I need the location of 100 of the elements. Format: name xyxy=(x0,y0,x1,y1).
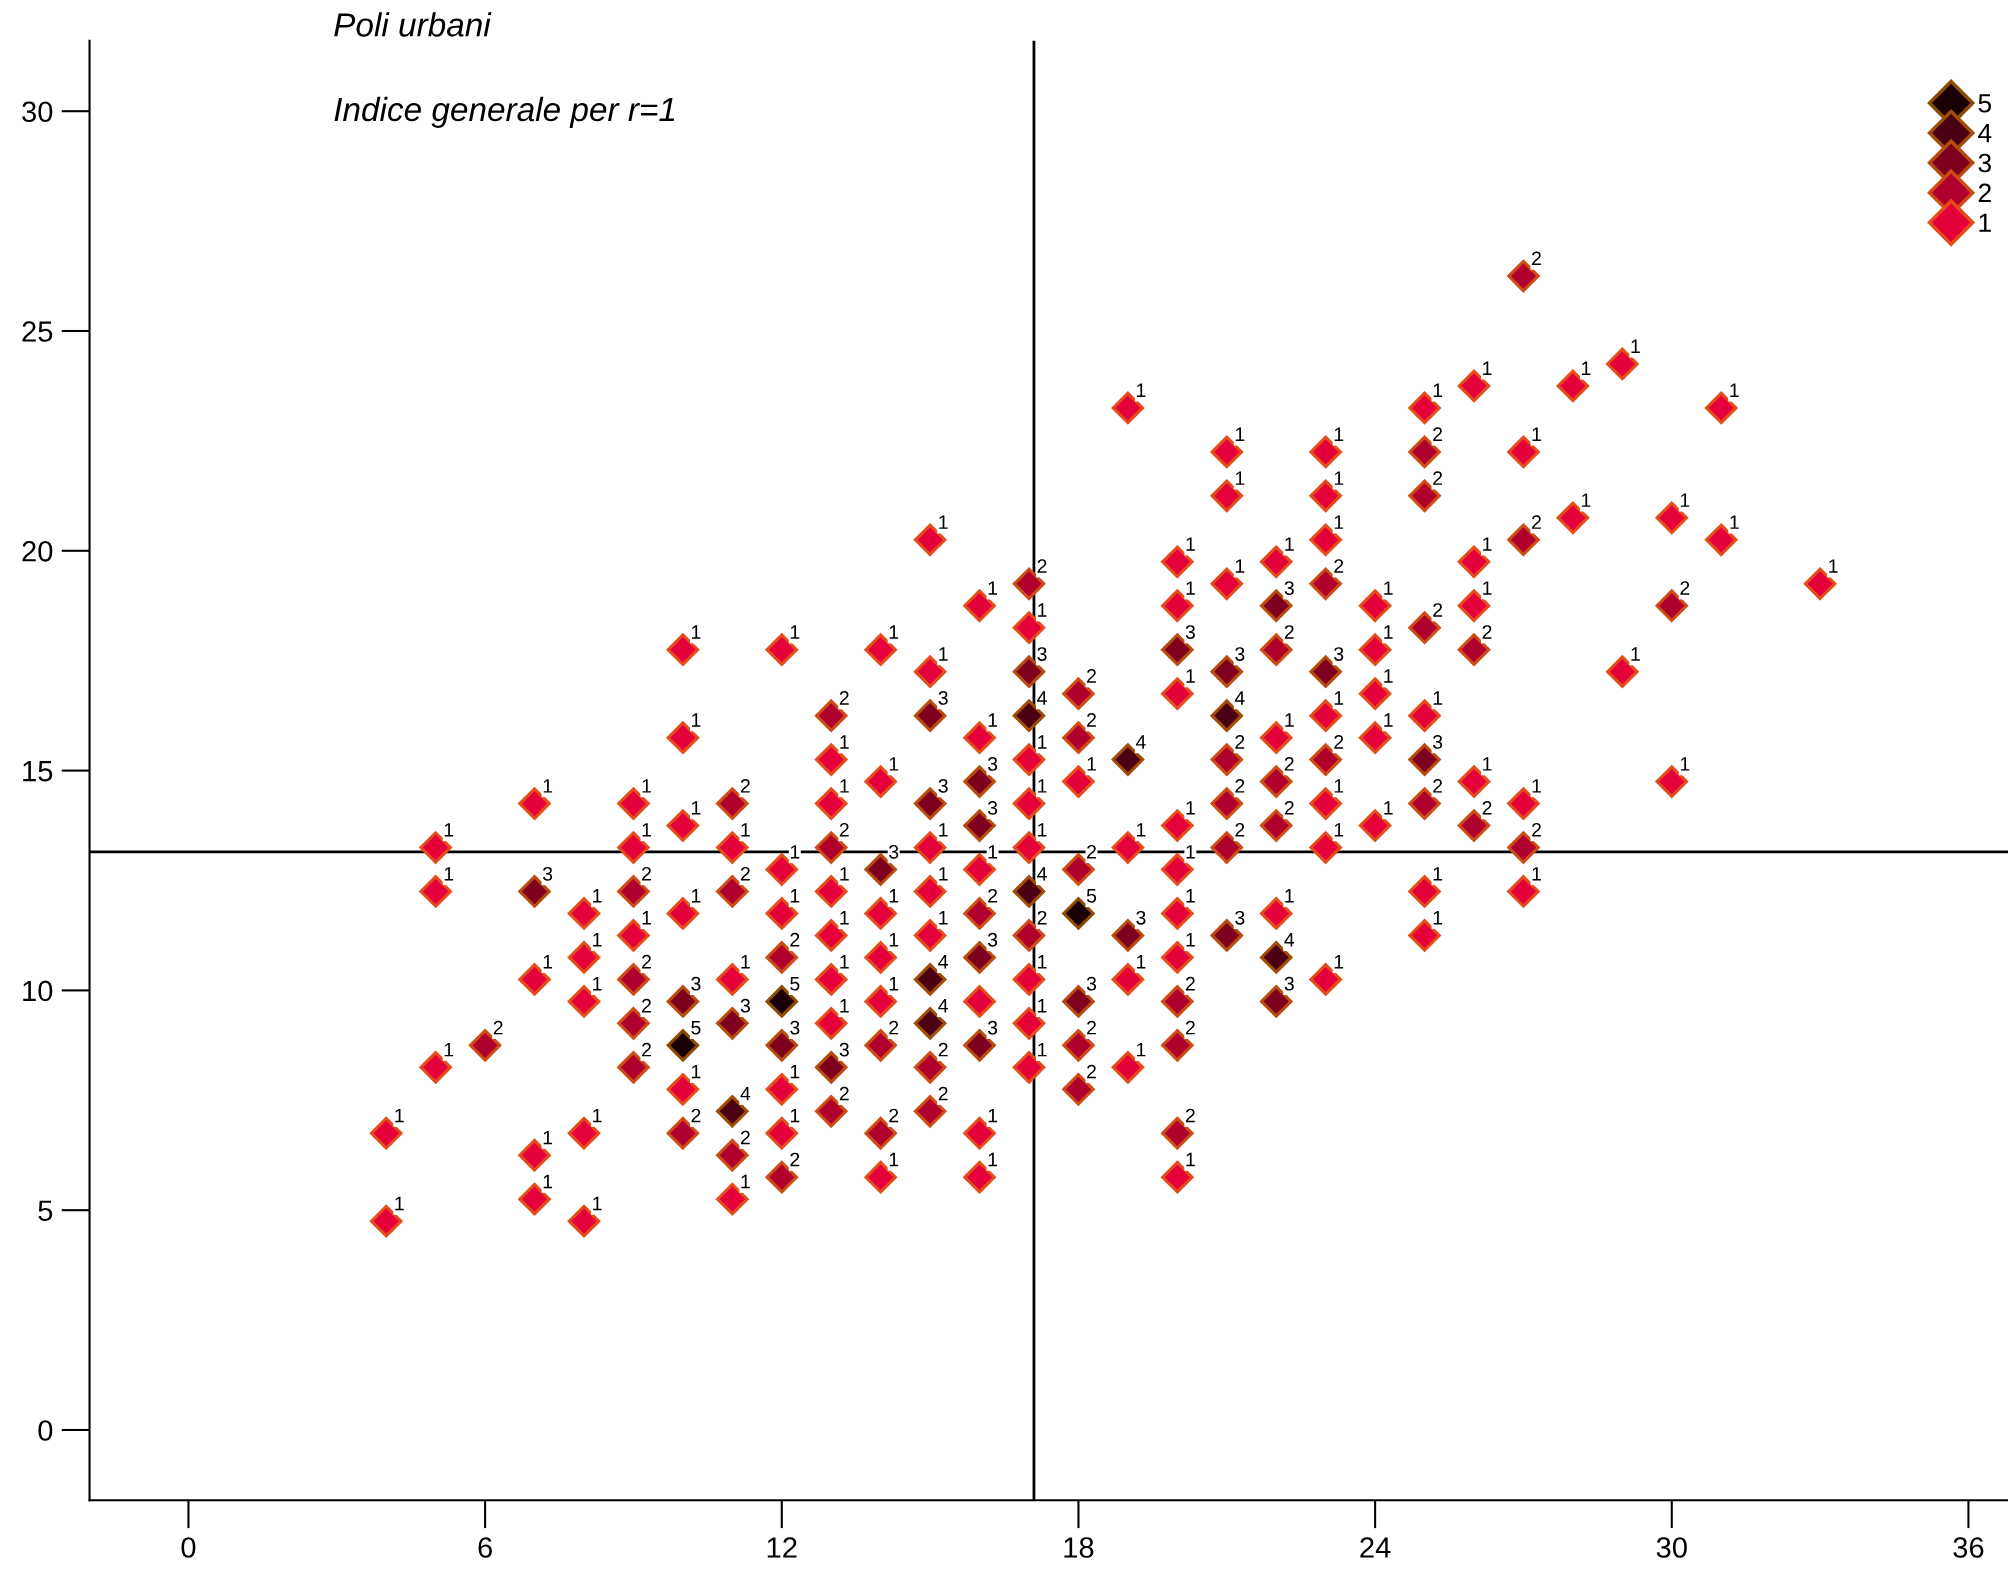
annotation: 2 xyxy=(1482,625,1492,639)
annotation: 2 xyxy=(1185,1020,1195,1035)
annotation: 2 xyxy=(938,1042,948,1057)
annotation: 5 xyxy=(691,1020,701,1035)
annotation: 3 xyxy=(790,1020,800,1035)
annotation: 1 xyxy=(1680,757,1690,771)
annotation: 1 xyxy=(593,933,602,947)
annotation: 3 xyxy=(987,800,998,815)
annotation: 1 xyxy=(1829,559,1838,573)
annotation: 1 xyxy=(444,1042,454,1057)
annotation: 2 xyxy=(642,1042,651,1057)
annotation: 1 xyxy=(1384,713,1393,727)
annotation: 3 xyxy=(987,932,998,947)
y-tick-label: 5 xyxy=(38,1200,53,1222)
annotation: 1 xyxy=(840,955,849,969)
x-tick-label: 30 xyxy=(1656,1537,1687,1558)
annotation: 1 xyxy=(1137,1042,1146,1057)
annotation: 3 xyxy=(1235,910,1245,925)
annotation: 3 xyxy=(938,779,948,793)
annotation: 1 xyxy=(1433,691,1443,705)
annotation: 3 xyxy=(987,1020,998,1035)
annotation: 3 xyxy=(1136,910,1146,925)
annotation: 1 xyxy=(1582,361,1591,375)
annotation: 1 xyxy=(1334,779,1344,793)
annotation: 1 xyxy=(1680,493,1690,507)
annotation: 2 xyxy=(1235,779,1245,793)
annotation: 1 xyxy=(1285,889,1294,903)
annotation: 1 xyxy=(1334,823,1344,837)
annotation: 1 xyxy=(1334,515,1344,529)
annotation: 2 xyxy=(1532,822,1541,837)
annotation: 4 xyxy=(740,1086,751,1101)
annotation: 1 xyxy=(741,1174,750,1189)
y-tick-label: 30 xyxy=(22,101,53,123)
annotation: 1 xyxy=(1582,493,1591,507)
annotation: 1 xyxy=(1137,955,1146,969)
annotation: 2 xyxy=(1235,735,1245,749)
y-tick-label: 20 xyxy=(22,541,53,562)
annotation: 1 xyxy=(1384,801,1393,815)
annotation: 4 xyxy=(1037,867,1047,881)
annotation: 2 xyxy=(1433,427,1443,441)
chart-title: Poli urbani xyxy=(334,12,492,37)
annotation: 3 xyxy=(938,691,948,705)
annotation: 2 xyxy=(740,866,750,881)
annotation: 2 xyxy=(1433,471,1443,485)
annotation: 1 xyxy=(741,955,750,969)
annotation: 1 xyxy=(1334,955,1344,969)
annotation: 3 xyxy=(1284,581,1294,595)
annotation: 1 xyxy=(988,845,998,859)
annotation: 5 xyxy=(1086,889,1097,903)
annotation: 1 xyxy=(1186,1152,1195,1167)
annotation: 1 xyxy=(593,889,602,903)
annotation: 2 xyxy=(1532,251,1541,266)
annotation: 3 xyxy=(987,757,998,771)
annotation: 3 xyxy=(1334,647,1344,661)
annotation: 2 xyxy=(1087,713,1096,727)
annotation: 2 xyxy=(1334,735,1344,749)
annotation: 4 xyxy=(1284,933,1295,947)
annotation: 3 xyxy=(889,844,899,859)
annotation: 3 xyxy=(1235,647,1245,661)
annotation: 1 xyxy=(840,779,849,793)
annotation: 1 xyxy=(840,867,849,881)
annotation: 2 xyxy=(1037,559,1047,573)
annotation: 1 xyxy=(543,955,553,969)
annotation: 2 xyxy=(889,1020,899,1035)
annotation: 1 xyxy=(790,1108,800,1123)
annotation: 1 xyxy=(1483,757,1492,771)
annotation: 2 xyxy=(1532,515,1541,529)
annotation: 2 xyxy=(1284,757,1294,771)
annotation: 1 xyxy=(790,625,800,639)
annotation: 1 xyxy=(988,713,998,727)
annotation: 2 xyxy=(988,888,998,903)
annotation: 1 xyxy=(692,889,701,903)
legend-label: 3 xyxy=(1978,153,1992,173)
annotation: 1 xyxy=(642,779,651,793)
annotation: 1 xyxy=(543,779,553,793)
annotation: 2 xyxy=(839,822,849,837)
annotation: 1 xyxy=(889,889,899,903)
annotation: 1 xyxy=(692,625,701,639)
annotation: 1 xyxy=(1433,867,1443,881)
annotation: 4 xyxy=(1135,735,1146,749)
annotation: 1 xyxy=(1186,933,1195,947)
annotation: 2 xyxy=(740,779,750,793)
annotation: 1 xyxy=(1631,339,1640,353)
annotation: 2 xyxy=(642,954,651,969)
annotation: 2 xyxy=(642,998,651,1013)
annotation: 2 xyxy=(1087,1020,1096,1035)
annotation: 1 xyxy=(1532,427,1541,441)
annotation: 1 xyxy=(1730,515,1739,529)
legend-label: 1 xyxy=(1979,213,1991,232)
annotation: 4 xyxy=(1234,691,1245,705)
annotation: 1 xyxy=(1384,625,1393,639)
annotation: 2 xyxy=(642,866,651,881)
annotation: 2 xyxy=(790,1152,800,1167)
annotation: 1 xyxy=(593,1108,602,1123)
annotation: 3 xyxy=(740,998,750,1013)
annotation: 1 xyxy=(840,999,849,1013)
annotation: 3 xyxy=(542,866,553,881)
annotation: 1 xyxy=(840,735,849,749)
annotation: 1 xyxy=(939,515,948,529)
annotation: 5 xyxy=(790,977,800,991)
